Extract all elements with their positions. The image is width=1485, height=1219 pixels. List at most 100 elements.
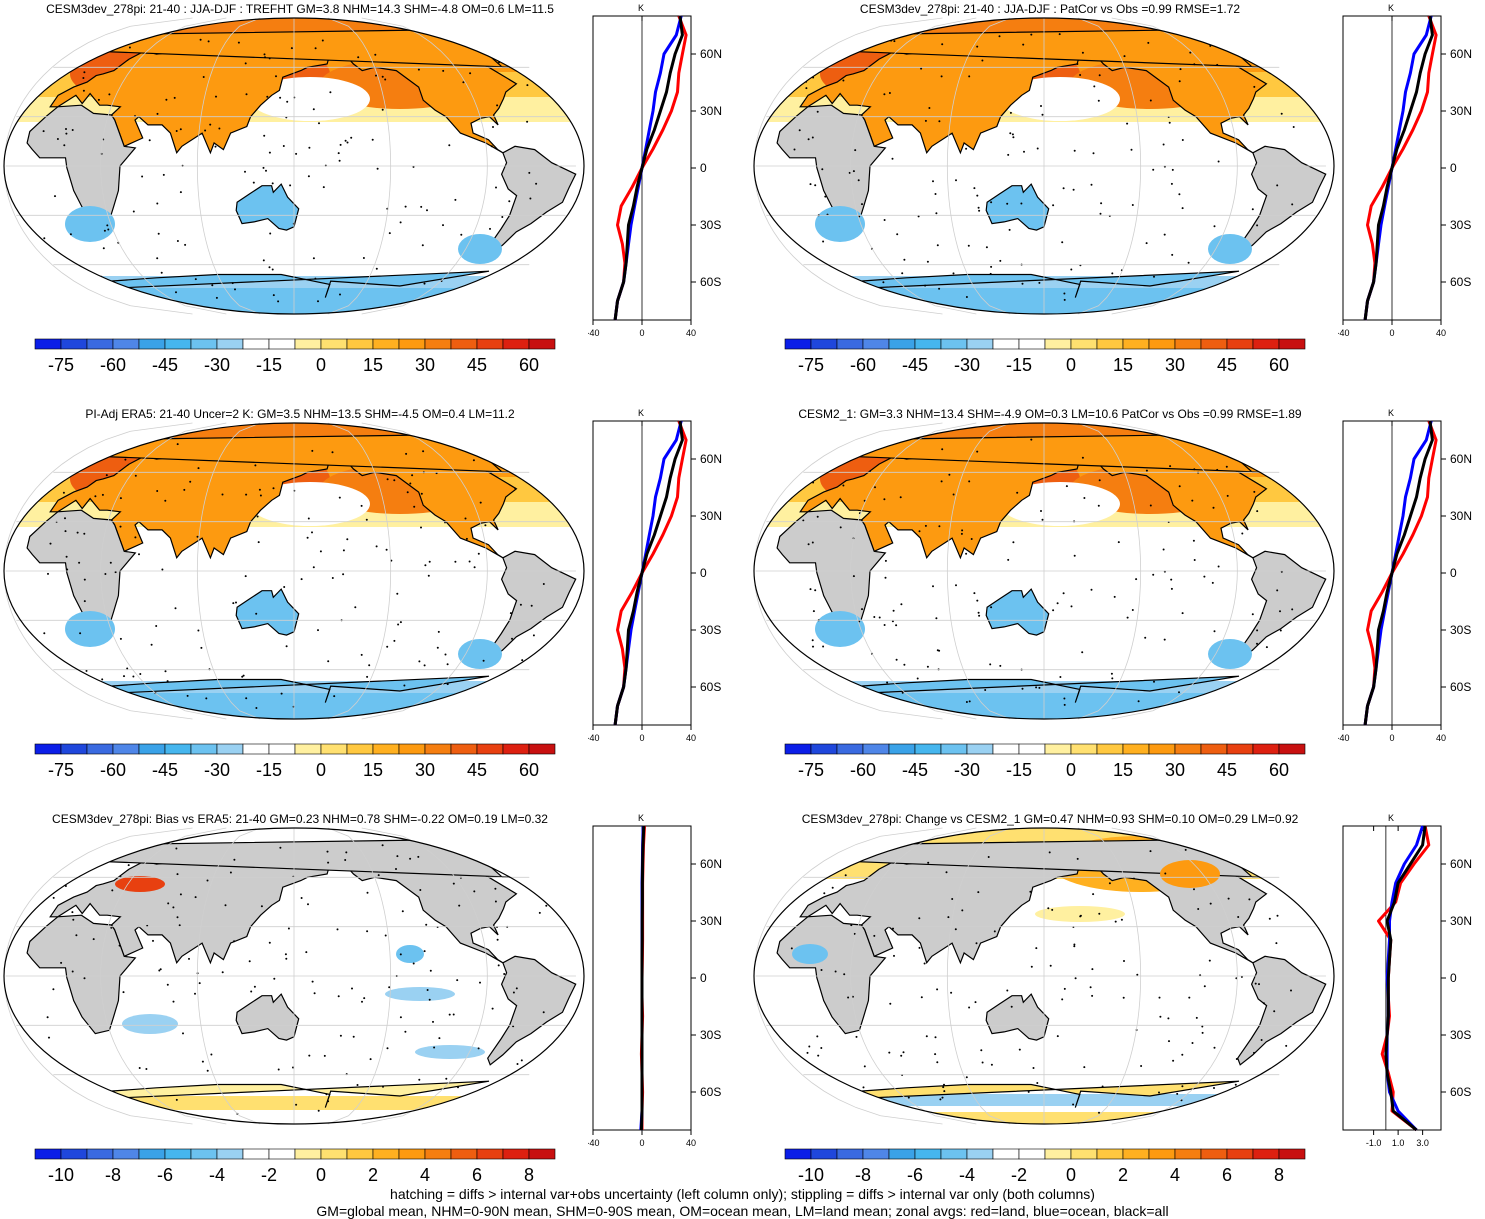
colorbar-label: 8 bbox=[524, 1165, 534, 1185]
colorbar-box bbox=[1096, 743, 1124, 755]
panel-title: CESM3dev_278pi: 21-40 : JJA-DJF : PatCor… bbox=[859, 2, 1241, 16]
colorbar-box bbox=[294, 338, 322, 350]
colorbar-box bbox=[450, 1148, 478, 1160]
colorbar-box bbox=[34, 743, 62, 755]
x-tick-label: 40 bbox=[686, 328, 696, 338]
colorbar-label: -60 bbox=[100, 355, 126, 375]
colorbar-label: 6 bbox=[472, 1165, 482, 1185]
colorbar-box bbox=[862, 743, 890, 755]
colorbar-box bbox=[190, 1148, 218, 1160]
zonal-mean-plot: K 60N 30N 0 30S 60S -40 0 40 bbox=[588, 3, 722, 338]
colorbar-box bbox=[372, 1148, 400, 1160]
colorbar-box bbox=[372, 338, 400, 350]
bias-hotspot bbox=[115, 876, 165, 892]
southern-africa-cool bbox=[65, 206, 115, 242]
zonal-mean-plot: K 60N 30N 0 30S 60S -40 0 40 bbox=[1338, 3, 1472, 338]
colorbar: -75-60-45-30-1501530456075 bbox=[34, 338, 556, 375]
graticule bbox=[3, 827, 576, 1125]
land bbox=[26, 28, 577, 298]
colorbar-box bbox=[294, 743, 322, 755]
colorbar-box bbox=[320, 743, 348, 755]
colorbar-box bbox=[450, 743, 478, 755]
zonal-series-all bbox=[639, 825, 646, 1131]
land-antarctica bbox=[88, 1080, 490, 1108]
panel-title: CESM2_1: GM=3.3 NHM=13.4 SHM=-4.9 OM=0.3… bbox=[798, 407, 1302, 421]
colorbar-box bbox=[1226, 1148, 1254, 1160]
zonal-mean-plot: K 60N 30N 0 30S 60S -40 0 40 bbox=[1338, 408, 1472, 743]
colorbar-box bbox=[966, 338, 994, 350]
colorbar-box bbox=[1252, 338, 1280, 350]
colorbar-box bbox=[992, 338, 1020, 350]
lat-label: 60S bbox=[1450, 275, 1471, 289]
field-blob bbox=[385, 987, 455, 1001]
graticule bbox=[3, 17, 576, 315]
colorbar-box bbox=[476, 1148, 504, 1160]
colorbar-box bbox=[784, 743, 812, 755]
world-map bbox=[3, 827, 585, 1125]
colorbar-label: 0 bbox=[316, 1165, 326, 1185]
colorbar-box bbox=[1148, 338, 1176, 350]
colorbar-label: 6 bbox=[1222, 1165, 1232, 1185]
lat-label: 60S bbox=[700, 275, 721, 289]
colorbar-label: 0 bbox=[1066, 355, 1076, 375]
colorbar-label: 4 bbox=[420, 1165, 430, 1185]
colorbar-box bbox=[190, 743, 218, 755]
zonal-series-all bbox=[613, 15, 684, 321]
bias-coolspot bbox=[396, 945, 424, 963]
colorbar-box bbox=[424, 338, 452, 350]
land-antarctica bbox=[838, 675, 1240, 703]
x-tick-label: -40 bbox=[1338, 328, 1350, 338]
colorbar-box bbox=[320, 338, 348, 350]
colorbar-label: -75 bbox=[48, 760, 74, 780]
colorbar-label: -15 bbox=[1006, 760, 1032, 780]
colorbar-label: 30 bbox=[1165, 760, 1185, 780]
colorbar-box bbox=[502, 743, 530, 755]
colorbar-box bbox=[1252, 743, 1280, 755]
colorbar-box bbox=[940, 1148, 968, 1160]
colorbar-box bbox=[888, 1148, 916, 1160]
colorbar-label: 15 bbox=[1113, 355, 1133, 375]
southern-africa-cool bbox=[815, 611, 865, 647]
southern-africa-cool bbox=[65, 611, 115, 647]
colorbar-box bbox=[1018, 338, 1046, 350]
colorbar-box bbox=[1226, 338, 1254, 350]
colorbar-box bbox=[992, 743, 1020, 755]
southern-africa-cool bbox=[815, 206, 865, 242]
colorbar-box bbox=[268, 338, 296, 350]
lat-label: 30S bbox=[1450, 218, 1471, 232]
panel-model-patcor: CESM3dev_278pi: 21-40 : JJA-DJF : PatCor… bbox=[750, 0, 1485, 405]
colorbar-box bbox=[398, 743, 426, 755]
colorbar-box bbox=[346, 1148, 374, 1160]
colorbar-box bbox=[424, 743, 452, 755]
land bbox=[776, 433, 1327, 703]
land-s-america bbox=[1237, 550, 1327, 661]
colorbar-box bbox=[528, 338, 556, 350]
colorbar-box bbox=[242, 1148, 270, 1160]
field-blob bbox=[1035, 906, 1125, 922]
x-tick-label: 0 bbox=[1389, 328, 1394, 338]
colorbar-box bbox=[60, 338, 88, 350]
colorbar-box bbox=[86, 1148, 114, 1160]
map-outline bbox=[753, 827, 1335, 1125]
colorbar-box bbox=[112, 743, 140, 755]
colorbar-label: -45 bbox=[152, 760, 178, 780]
colorbar-box bbox=[164, 743, 192, 755]
colorbar-box bbox=[346, 338, 374, 350]
x-tick-label: 0 bbox=[1389, 733, 1394, 743]
colorbar-label: -60 bbox=[850, 355, 876, 375]
colorbar-label: 15 bbox=[363, 355, 383, 375]
map-outline bbox=[3, 422, 585, 720]
colorbar: -75-60-45-30-1501530456075 bbox=[784, 743, 1306, 780]
colorbar-label: -30 bbox=[954, 760, 980, 780]
land bbox=[26, 433, 577, 703]
colorbar-label: 15 bbox=[363, 760, 383, 780]
x-tick-label: 40 bbox=[1436, 733, 1446, 743]
colorbar-box bbox=[1070, 338, 1098, 350]
colorbar-box bbox=[1096, 1148, 1124, 1160]
land bbox=[776, 28, 1327, 298]
colorbar-label: -2 bbox=[261, 1165, 277, 1185]
panel-bias: CESM3dev_278pi: Bias vs ERA5: 21-40 GM=0… bbox=[0, 810, 742, 1215]
colorbar-box bbox=[216, 743, 244, 755]
colorbar-box bbox=[216, 338, 244, 350]
colorbar-box bbox=[914, 743, 942, 755]
